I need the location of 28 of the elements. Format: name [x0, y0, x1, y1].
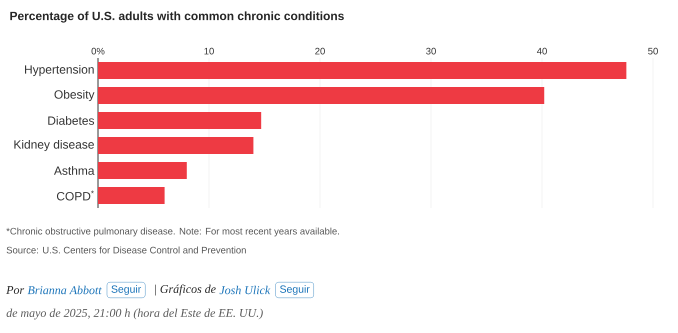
text: *Chronic obstructive pulmonary disease. Note: For most recent years available.	[6, 228, 339, 236]
chart-title: Percentage of U.S. adults with common chronic conditions	[10, 11, 344, 23]
text: de mayo de 2025, 21:00 h (hora del Este de EE. UU.)	[6, 308, 263, 320]
bar	[98, 162, 187, 180]
y-tick-label: Asthma	[54, 166, 94, 175]
x-tick-label: 0%	[92, 48, 105, 54]
y-tick-label: Obesity	[54, 90, 94, 102]
text: | Gráficos de	[155, 284, 216, 296]
x-tick-label: 20	[315, 48, 325, 54]
bar	[98, 187, 165, 204]
bar	[98, 87, 544, 104]
bar	[98, 112, 262, 130]
y-tick-label: Hypertension	[25, 64, 94, 76]
x-tick-label: 30	[426, 48, 436, 54]
y-tick-label: COPD$^{*}$	[56, 190, 94, 200]
y-tick-label: Diabetes	[48, 116, 94, 125]
x-tick-label: 50	[648, 48, 658, 54]
text: Brianna Abbott	[28, 286, 102, 294]
bar	[98, 62, 626, 80]
text: Seguir	[111, 285, 142, 295]
bar	[98, 137, 254, 154]
x-tick-label: 40	[536, 48, 547, 54]
text: Por	[6, 286, 24, 294]
text: Josh Ulick	[220, 286, 270, 294]
text: Seguir	[280, 285, 310, 295]
y-tick-label: Kidney disease	[14, 140, 94, 152]
x-tick-label: 10	[204, 48, 214, 54]
source-note: Source: U.S. Centers for Disease Control and Prevention	[6, 246, 246, 254]
